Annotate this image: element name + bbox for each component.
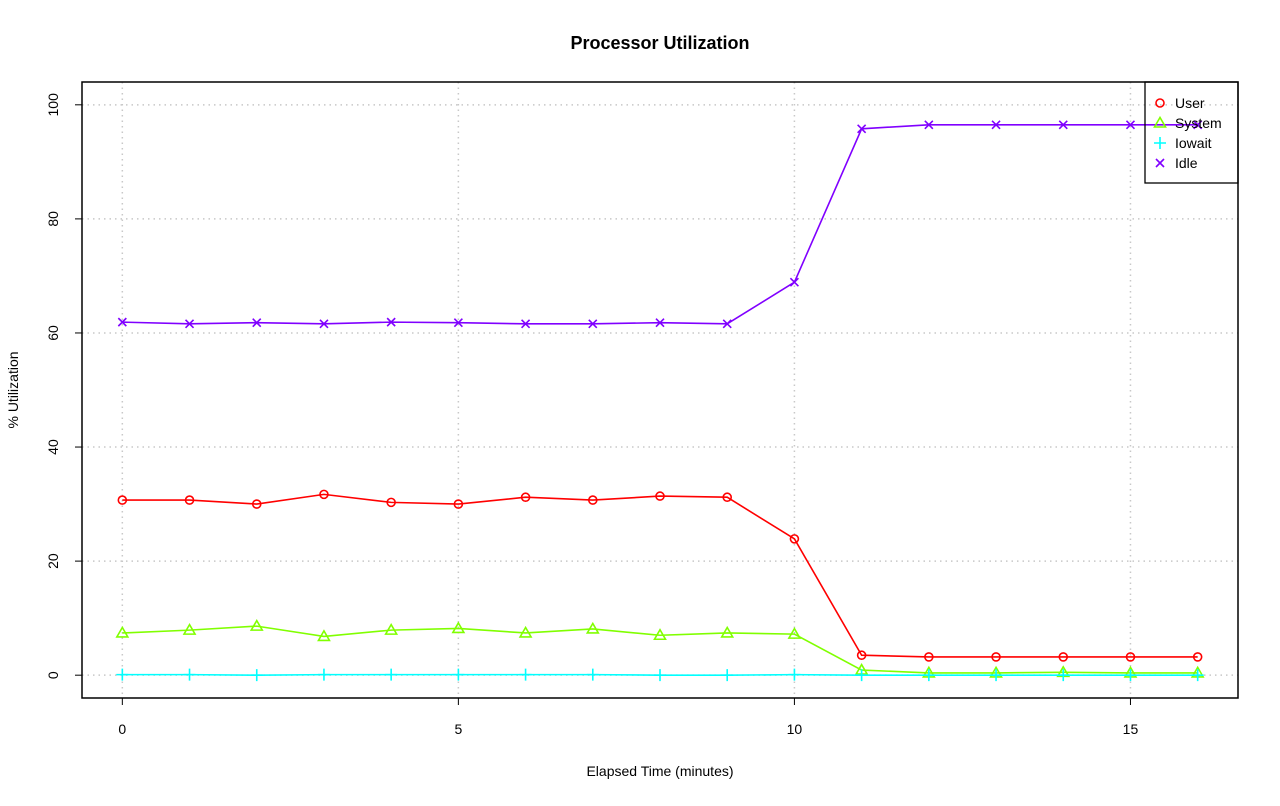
data-point bbox=[720, 625, 735, 638]
axes: 0 5 10 15 0 20 40 60 80 100 bbox=[45, 93, 1138, 737]
data-point bbox=[317, 629, 331, 642]
data-point bbox=[1058, 652, 1069, 662]
data-point bbox=[789, 534, 800, 544]
data-point bbox=[788, 668, 801, 681]
legend-label: Iowait bbox=[1175, 135, 1212, 151]
data-point bbox=[116, 668, 129, 681]
series-user bbox=[117, 489, 1203, 662]
legend-marker-user bbox=[1155, 98, 1165, 108]
data-point bbox=[1124, 669, 1137, 682]
data-point bbox=[588, 319, 598, 329]
data-point bbox=[991, 652, 1001, 662]
data-point bbox=[655, 318, 665, 328]
data-point bbox=[855, 669, 868, 682]
data-point bbox=[183, 668, 196, 681]
data-point bbox=[924, 120, 934, 130]
data-point bbox=[453, 318, 463, 328]
data-point bbox=[1193, 120, 1203, 130]
data-point bbox=[1191, 669, 1204, 682]
data-point bbox=[789, 277, 799, 287]
legend-marker-idle bbox=[1155, 158, 1165, 168]
data-point bbox=[1125, 120, 1136, 130]
x-tick-label: 5 bbox=[454, 721, 462, 737]
y-tick-label: 100 bbox=[45, 93, 61, 117]
legend: User System Iowait Idle bbox=[1144, 81, 1239, 184]
x-axis-label: Elapsed Time (minutes) bbox=[586, 763, 733, 779]
data-point bbox=[384, 623, 399, 635]
data-point bbox=[722, 319, 732, 329]
data-point bbox=[519, 668, 532, 681]
chart-title: Processor Utilization bbox=[570, 33, 749, 53]
data-point bbox=[1057, 669, 1070, 682]
y-axis-label: % Utilization bbox=[5, 351, 21, 428]
plot-frame bbox=[81, 81, 1239, 699]
data-point bbox=[922, 669, 935, 682]
data-point bbox=[385, 668, 398, 681]
data-point bbox=[521, 319, 531, 329]
y-tick-label: 80 bbox=[45, 211, 61, 227]
data-point bbox=[249, 619, 264, 631]
y-tick-label: 60 bbox=[45, 325, 61, 341]
series-line-idle bbox=[122, 123, 1198, 325]
data-point bbox=[184, 319, 195, 329]
data-point bbox=[520, 492, 531, 503]
data-point bbox=[115, 625, 130, 638]
legend-label: Idle bbox=[1175, 155, 1198, 171]
data-point bbox=[1192, 652, 1203, 662]
data-point bbox=[319, 489, 329, 500]
legend-label: System bbox=[1175, 115, 1222, 131]
data-point bbox=[924, 652, 934, 662]
series-idle bbox=[117, 120, 1203, 329]
data-point bbox=[184, 495, 195, 505]
data-point bbox=[856, 650, 867, 661]
data-point bbox=[386, 317, 396, 327]
series-line-user bbox=[122, 493, 1198, 658]
legend-marker-system bbox=[1153, 115, 1167, 128]
data-point bbox=[251, 499, 262, 509]
data-point bbox=[787, 627, 802, 639]
data-point bbox=[317, 668, 330, 681]
data-point bbox=[654, 669, 666, 682]
data-point bbox=[182, 623, 197, 635]
series-iowait bbox=[116, 668, 1204, 682]
data-point bbox=[319, 319, 329, 329]
data-point bbox=[518, 625, 533, 638]
legend-label: User bbox=[1175, 95, 1205, 111]
data-point bbox=[857, 124, 867, 134]
data-point bbox=[653, 628, 667, 641]
data-point bbox=[117, 317, 127, 327]
data-point bbox=[386, 497, 396, 508]
data-point bbox=[721, 669, 734, 682]
x-tick-label: 10 bbox=[787, 721, 803, 737]
x-tick-label: 15 bbox=[1123, 721, 1139, 737]
data-point bbox=[453, 499, 464, 509]
data-point bbox=[451, 621, 466, 634]
data-point bbox=[1058, 120, 1068, 130]
data-point bbox=[1125, 652, 1136, 662]
data-point bbox=[252, 318, 262, 328]
data-point bbox=[991, 120, 1001, 130]
x-tick-label: 0 bbox=[118, 721, 126, 737]
data-point bbox=[452, 668, 465, 681]
y-tick-label: 0 bbox=[45, 671, 61, 679]
grid bbox=[82, 82, 1238, 698]
y-tick-label: 40 bbox=[45, 439, 61, 455]
data-point bbox=[586, 668, 599, 681]
data-point bbox=[722, 492, 733, 503]
y-tick-label: 20 bbox=[45, 553, 61, 569]
data-point bbox=[587, 495, 598, 505]
series-layer bbox=[115, 120, 1205, 682]
data-point bbox=[990, 669, 1003, 682]
series-line-system bbox=[122, 625, 1198, 674]
legend-marker-iowait bbox=[1154, 137, 1166, 149]
data-point bbox=[117, 495, 128, 505]
data-point bbox=[655, 491, 665, 501]
series-system bbox=[115, 619, 1205, 678]
legend-box bbox=[1144, 81, 1239, 184]
data-point bbox=[585, 621, 600, 634]
data-point bbox=[250, 669, 263, 682]
